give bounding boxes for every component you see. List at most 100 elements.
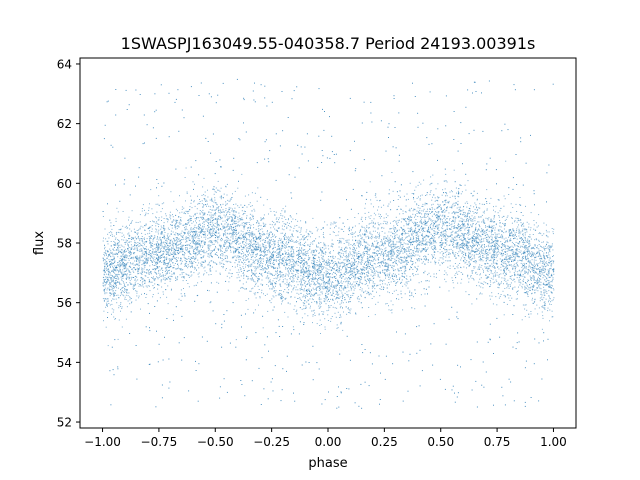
data-point	[212, 205, 214, 207]
data-point	[141, 279, 143, 281]
data-point	[274, 246, 276, 248]
data-point	[226, 255, 228, 257]
data-point	[304, 270, 306, 272]
data-point	[238, 231, 240, 233]
data-point	[321, 257, 323, 259]
data-point	[225, 236, 227, 238]
data-point	[102, 260, 104, 262]
data-point	[292, 267, 294, 269]
data-point	[446, 209, 448, 211]
data-point	[463, 235, 465, 237]
data-point	[191, 207, 193, 209]
data-point	[549, 268, 551, 270]
data-point	[531, 277, 533, 279]
data-point	[214, 254, 216, 255]
data-point	[308, 267, 310, 269]
data-point	[215, 246, 216, 247]
data-point	[266, 276, 268, 278]
data-point	[457, 215, 459, 217]
data-point	[342, 298, 343, 299]
data-point	[416, 241, 418, 242]
data-point	[353, 262, 354, 264]
data-point	[323, 263, 325, 265]
data-point	[412, 254, 414, 256]
data-point	[148, 279, 150, 281]
data-point	[260, 273, 262, 275]
data-point	[243, 236, 245, 238]
data-point	[553, 289, 555, 291]
data-point	[344, 265, 346, 267]
data-point	[352, 245, 354, 247]
data-point	[407, 219, 409, 220]
data-point	[370, 215, 372, 217]
data-point	[144, 265, 146, 266]
data-point	[356, 258, 358, 259]
data-point	[525, 272, 527, 273]
data-point	[452, 225, 454, 227]
data-point	[154, 254, 156, 255]
data-point	[361, 282, 363, 284]
data-point	[230, 247, 232, 249]
data-point	[263, 255, 264, 257]
data-point	[529, 241, 531, 243]
data-point	[299, 247, 300, 249]
data-point	[322, 255, 324, 257]
data-point	[125, 266, 127, 268]
data-point	[417, 236, 419, 238]
data-point	[288, 218, 289, 220]
data-point	[462, 223, 464, 224]
data-point	[216, 252, 218, 253]
data-point	[525, 287, 527, 289]
data-point	[508, 247, 510, 249]
data-point	[542, 261, 543, 263]
data-point	[385, 217, 387, 218]
data-point	[241, 173, 243, 175]
data-point	[259, 235, 261, 237]
data-point	[196, 234, 198, 236]
data-point	[471, 271, 473, 273]
data-point	[319, 294, 321, 296]
data-point	[277, 240, 279, 242]
data-point	[419, 216, 421, 218]
data-point	[326, 290, 327, 292]
data-point	[234, 210, 236, 212]
data-point	[220, 250, 221, 252]
data-point	[151, 281, 153, 283]
data-point	[505, 241, 506, 243]
data-point	[322, 279, 324, 281]
data-point	[495, 242, 497, 244]
data-point	[489, 285, 491, 287]
data-point	[244, 212, 246, 214]
data-point	[203, 198, 205, 200]
data-point	[253, 243, 255, 245]
data-point	[169, 258, 171, 260]
data-point	[182, 280, 184, 282]
data-point	[143, 265, 145, 267]
data-point	[109, 265, 111, 267]
data-point	[385, 221, 387, 223]
data-point	[224, 226, 225, 228]
data-point	[289, 246, 291, 248]
data-point	[539, 245, 541, 247]
data-point	[341, 262, 343, 264]
data-point	[406, 278, 408, 280]
data-point	[317, 277, 319, 279]
data-point	[413, 246, 415, 248]
data-point	[169, 254, 171, 256]
data-point	[411, 254, 413, 256]
data-point	[334, 261, 336, 263]
data-point	[295, 219, 297, 221]
data-point	[326, 276, 328, 278]
data-point	[185, 210, 187, 212]
data-point	[537, 313, 539, 315]
data-point	[530, 256, 532, 258]
data-point	[201, 240, 203, 242]
data-point	[232, 256, 234, 258]
data-point	[446, 237, 448, 239]
data-point	[238, 259, 240, 261]
data-point	[274, 290, 275, 292]
data-point	[391, 249, 393, 251]
data-point	[519, 241, 521, 243]
data-point	[499, 222, 501, 224]
